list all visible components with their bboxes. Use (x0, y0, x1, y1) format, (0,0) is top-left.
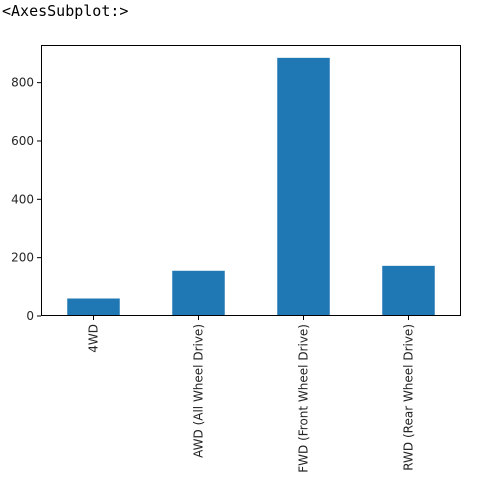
output-repr-text: <AxesSubplot:> (2, 2, 129, 20)
bars-group (67, 57, 435, 317)
x-tick-label-1: AWD (All Wheel Drive) (192, 324, 206, 458)
x-axis-ticks: 4WD AWD (All Wheel Drive) FWD (Front Wheel… (87, 316, 416, 473)
axes-frame (41, 45, 461, 316)
y-tick-label-2: 400 (11, 192, 34, 206)
y-tick-label-0: 0 (26, 309, 34, 323)
x-tick-label-0: 4WD (87, 324, 101, 353)
y-tick-label-1: 200 (11, 251, 34, 265)
bar-1 (172, 270, 225, 316)
y-tick-label-4: 800 (11, 76, 34, 90)
bar-2 (277, 57, 330, 317)
y-axis-ticks: 0 200 400 600 800 (11, 76, 41, 323)
y-tick-label-3: 600 (11, 134, 34, 148)
bar-3 (382, 265, 435, 316)
bar-0 (67, 298, 120, 316)
x-tick-label-2: FWD (Front Wheel Drive) (297, 324, 311, 473)
x-tick-label-3: RWD (Rear Wheel Drive) (402, 324, 416, 471)
